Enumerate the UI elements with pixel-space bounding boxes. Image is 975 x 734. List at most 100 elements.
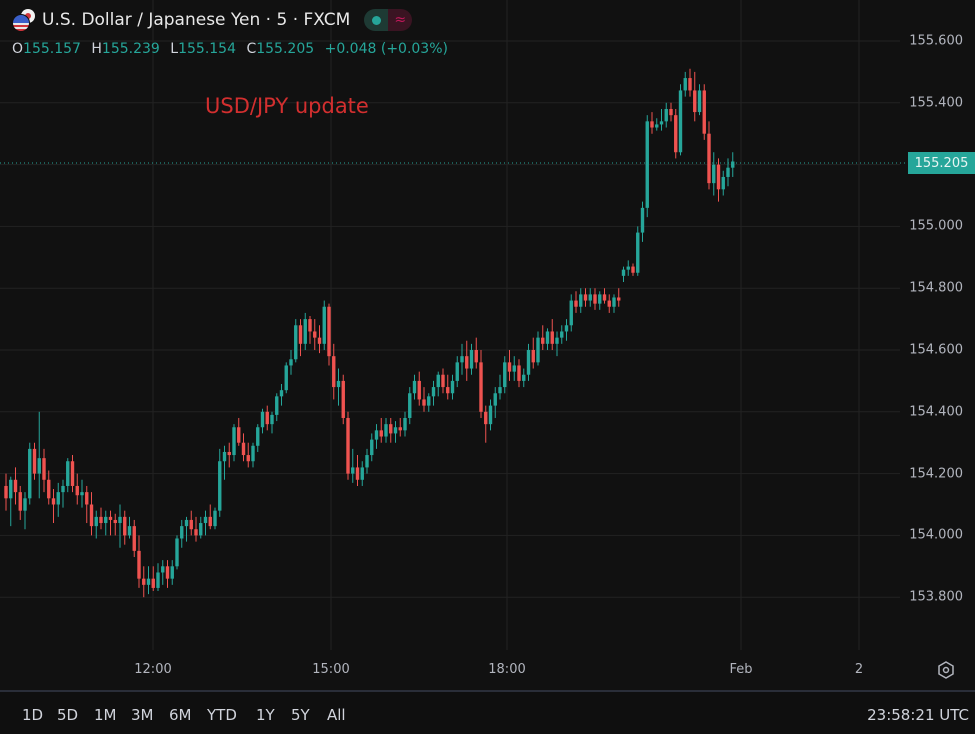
candle <box>450 374 455 400</box>
range-button-1m[interactable]: 1M <box>94 706 117 724</box>
candle <box>716 158 721 202</box>
candle <box>564 319 569 341</box>
chart-area[interactable]: U.S. Dollar / Japanese Yen · 5 · FXCM ≈ … <box>0 0 975 690</box>
settings-hexagon-icon[interactable] <box>936 660 956 680</box>
candle <box>626 260 630 276</box>
candle <box>474 337 478 369</box>
range-button-ytd[interactable]: YTD <box>207 706 237 724</box>
candle <box>664 102 668 128</box>
market-status-pill[interactable]: ≈ <box>364 9 413 31</box>
candle <box>669 102 673 122</box>
candle <box>213 507 217 530</box>
utc-clock[interactable]: 23:58:21 UTC <box>867 706 969 724</box>
candle <box>28 442 32 505</box>
chart-header: U.S. Dollar / Japanese Yen · 5 · FXCM ≈ <box>10 8 413 32</box>
candle <box>294 319 298 363</box>
candle <box>108 510 113 536</box>
range-button-1d[interactable]: 1D <box>22 706 44 724</box>
candle <box>526 343 531 381</box>
bottom-toolbar: 1D 5D 1M 3M 6M YTD 1Y 5Y All 23:58:21 UTC <box>0 690 975 734</box>
time-tick-label: Feb <box>729 662 753 677</box>
candle <box>151 566 155 592</box>
approx-tilde-icon: ≈ <box>388 9 413 31</box>
candle <box>731 152 735 177</box>
candle <box>56 482 60 517</box>
range-button-6m[interactable]: 6M <box>169 706 192 724</box>
candle <box>441 368 445 394</box>
candle <box>707 121 711 190</box>
candle <box>360 461 364 486</box>
candle <box>412 374 417 400</box>
candle <box>598 291 602 310</box>
candle <box>66 458 70 493</box>
open-label: O <box>12 41 24 57</box>
time-tick-label: 18:00 <box>488 662 526 677</box>
candle <box>593 288 597 310</box>
range-button-all[interactable]: All <box>327 706 346 724</box>
candle <box>617 288 621 307</box>
price-tick-label: 154.400 <box>909 404 963 420</box>
range-button-5d[interactable]: 5D <box>57 706 79 724</box>
high-value: 155.239 <box>101 41 160 57</box>
candle <box>251 442 255 468</box>
candle <box>275 393 279 422</box>
candlestick-plot[interactable] <box>0 0 975 690</box>
price-tick-label: 155.000 <box>909 218 963 234</box>
candle <box>317 325 322 354</box>
time-tick-label: 12:00 <box>134 662 172 677</box>
symbol-title[interactable]: U.S. Dollar / Japanese Yen · 5 · FXCM <box>42 10 351 30</box>
us-flag-icon <box>12 14 30 32</box>
usd-jpy-flags-icon <box>10 8 36 32</box>
price-tick-label: 154.200 <box>909 466 963 482</box>
candle <box>674 108 678 159</box>
candle <box>123 510 127 545</box>
candle <box>313 319 317 350</box>
candle <box>346 411 350 480</box>
candle <box>536 331 540 366</box>
high-label: H <box>91 41 102 57</box>
candle <box>165 560 170 588</box>
candle <box>260 408 265 434</box>
candle <box>607 294 611 313</box>
candle <box>712 152 716 196</box>
candle <box>332 343 336 400</box>
candle <box>355 455 360 486</box>
candle <box>189 510 193 536</box>
candle <box>393 421 398 443</box>
candle <box>560 325 564 344</box>
candle <box>550 319 554 350</box>
candle <box>32 442 37 480</box>
candle <box>493 387 497 418</box>
candle <box>303 312 307 350</box>
candle <box>398 417 402 437</box>
candle <box>208 504 212 530</box>
price-tick-label: 154.600 <box>909 342 963 358</box>
chart-annotation[interactable]: USD/JPY update <box>205 94 369 118</box>
candle <box>75 473 79 505</box>
candle <box>503 356 507 394</box>
candle <box>498 374 502 400</box>
candle <box>408 387 412 425</box>
candle <box>460 343 464 375</box>
candle <box>351 448 355 483</box>
candle <box>70 455 75 493</box>
candle <box>18 485 22 520</box>
range-button-5y[interactable]: 5Y <box>291 706 310 724</box>
candle <box>517 359 521 388</box>
candle <box>579 288 583 313</box>
candle <box>645 115 649 218</box>
candle <box>384 417 388 443</box>
price-tick-label: 155.400 <box>909 95 963 111</box>
candle <box>232 424 236 462</box>
time-tick-label: 15:00 <box>312 662 350 677</box>
candle <box>469 343 474 375</box>
candle <box>199 516 203 539</box>
range-button-3m[interactable]: 3M <box>131 706 154 724</box>
candle <box>142 566 146 598</box>
candle <box>379 417 383 443</box>
candle <box>137 535 141 588</box>
close-label: C <box>246 41 257 57</box>
candle <box>246 442 250 468</box>
range-button-1y[interactable]: 1Y <box>256 706 275 724</box>
candle <box>389 417 393 443</box>
